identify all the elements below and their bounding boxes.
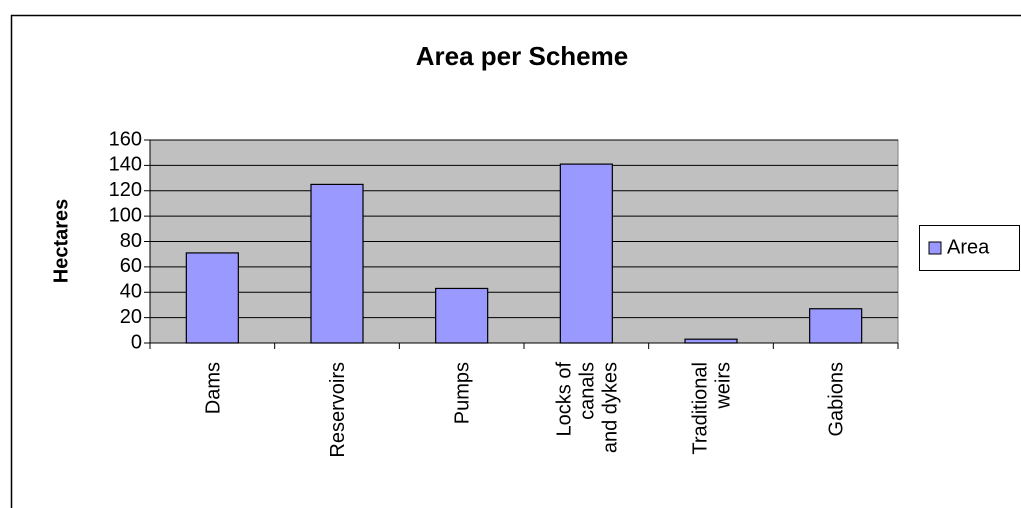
x-tick-label-line: and dykes bbox=[599, 362, 621, 453]
legend-label: Area bbox=[947, 236, 990, 258]
x-tick-label: Pumps bbox=[452, 362, 474, 424]
bar bbox=[559, 163, 613, 344]
y-tick-label: 80 bbox=[120, 230, 142, 252]
bar bbox=[684, 338, 738, 344]
x-tick-label-line: weirs bbox=[713, 362, 735, 410]
y-tick-label: 20 bbox=[120, 306, 142, 328]
y-tick-label: 100 bbox=[109, 204, 142, 226]
x-tick-label: Dams bbox=[202, 362, 224, 414]
bar bbox=[435, 287, 489, 344]
y-tick-label: 60 bbox=[120, 255, 142, 277]
x-tick-label-line: Traditional bbox=[690, 362, 712, 455]
x-tick-label-line: Dams bbox=[202, 362, 224, 414]
bar bbox=[185, 252, 239, 344]
x-tick-label-line: Gabions bbox=[826, 362, 848, 437]
x-tick-label-line: Locks of bbox=[553, 362, 575, 437]
x-tick-label: Reservoirs bbox=[327, 362, 349, 458]
bar bbox=[809, 308, 863, 344]
x-tick-label-line: canals bbox=[576, 362, 598, 420]
x-tick-label: Traditionalweirs bbox=[690, 362, 735, 455]
y-tick-label: 140 bbox=[109, 154, 142, 176]
x-tick-label-line: Pumps bbox=[452, 362, 474, 424]
x-tick-label-line: Reservoirs bbox=[327, 362, 349, 458]
legend-swatch bbox=[928, 241, 942, 255]
legend: Area bbox=[919, 225, 1020, 271]
y-tick-label: 40 bbox=[120, 281, 142, 303]
chart-title: Area per Scheme bbox=[416, 41, 628, 71]
x-tick-label: Gabions bbox=[826, 362, 848, 437]
x-tick-label: Locks ofcanalsand dykes bbox=[553, 362, 621, 454]
y-axis-label: Hectares bbox=[50, 199, 72, 284]
bar bbox=[310, 183, 364, 344]
y-tick-label: 120 bbox=[109, 179, 142, 201]
y-tick-label: 0 bbox=[131, 331, 142, 353]
y-tick-label: 160 bbox=[109, 128, 142, 150]
